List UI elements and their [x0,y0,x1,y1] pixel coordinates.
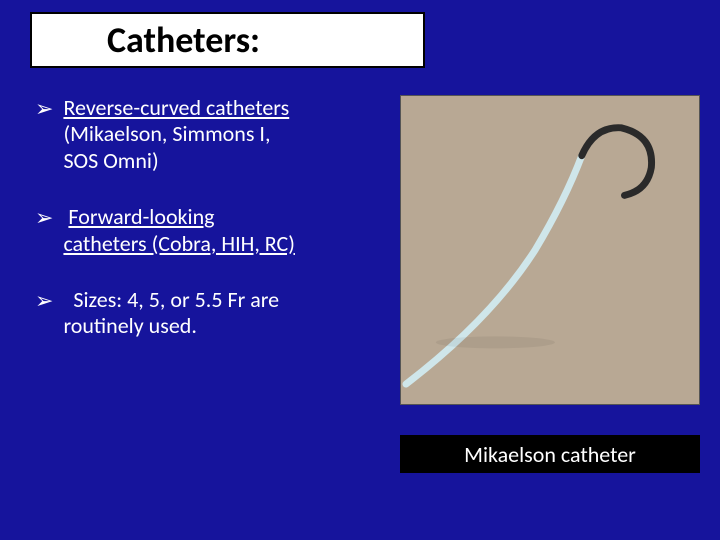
bullet-text: Forward-looking catheters (Cobra, HIH, R… [63,204,295,257]
bullet-item: ➢ Sizes: 4, 5, or 5.5 Fr are routinely u… [35,287,385,340]
photo-caption: Mikaelson catheter [464,441,636,468]
caption-box: Mikaelson catheter [400,435,700,473]
bullet-list: ➢ Reverse-curved catheters (Mikaelson, S… [35,95,385,370]
bullet-line: (Mikaelson, Simmons I, [63,120,270,147]
bullet-line: Reverse-curved catheters [63,94,289,121]
catheter-illustration [401,96,699,404]
bullet-marker-icon: ➢ [35,95,53,122]
bullet-text: Sizes: 4, 5, or 5.5 Fr are routinely use… [63,287,279,340]
bullet-marker-icon: ➢ [35,204,53,231]
bullet-item: ➢ Reverse-curved catheters (Mikaelson, S… [35,95,385,174]
catheter-photo [400,95,700,405]
bullet-line: catheters (Cobra, HIH, RC) [63,230,295,257]
bullet-line: Forward-looking [68,203,214,230]
slide-title: Catheters: [107,18,260,62]
bullet-line: Sizes: 4, 5, or 5.5 Fr are [73,286,279,313]
title-box: Catheters: [30,12,425,68]
bullet-line: routinely used. [63,312,196,339]
bullet-line: SOS Omni) [63,147,158,174]
bullet-text: Reverse-curved catheters (Mikaelson, Sim… [63,95,289,174]
bullet-marker-icon: ➢ [35,287,53,314]
bullet-item: ➢ Forward-looking catheters (Cobra, HIH,… [35,204,385,257]
